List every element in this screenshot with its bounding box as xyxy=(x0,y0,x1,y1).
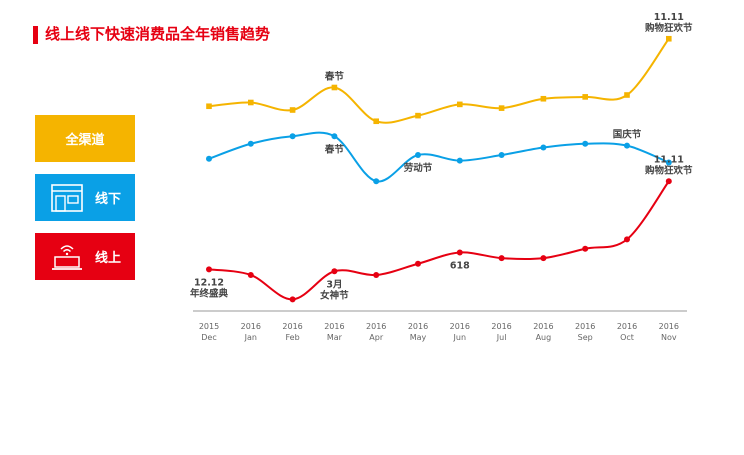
series-line-2 xyxy=(208,180,670,301)
series-0-point-4 xyxy=(373,118,379,125)
series-line-1 xyxy=(208,131,670,183)
annotation-5-line-0: 12.12 xyxy=(194,277,224,288)
x-tick-month-6: Jun xyxy=(453,333,467,342)
x-tick-month-10: Oct xyxy=(620,333,634,342)
series-1-point-10 xyxy=(624,142,630,149)
series-2-point-9 xyxy=(582,245,589,252)
series-2-point-6 xyxy=(456,249,463,256)
series-2-point-8 xyxy=(540,255,547,262)
legend-all-channels: 全渠道 xyxy=(35,115,135,162)
series-1-point-7 xyxy=(498,152,505,158)
series-0-point-0 xyxy=(206,103,212,110)
series-2-point-3 xyxy=(331,268,338,275)
annotation-6-line-0: 3月 xyxy=(326,279,342,290)
x-tick-year-9: 2016 xyxy=(575,322,595,331)
series-2-point-5 xyxy=(415,260,421,267)
series-2-point-10 xyxy=(624,236,630,243)
series-1-point-11 xyxy=(665,159,672,166)
legend-offline-label: 线下 xyxy=(95,192,122,207)
legend-online: 线上 xyxy=(35,233,135,280)
x-tick-year-3: 2016 xyxy=(324,322,344,331)
annotation-0-line-0: 春节 xyxy=(324,71,345,83)
series-0-point-7 xyxy=(498,105,505,111)
series-0-point-11 xyxy=(666,35,672,42)
legend-offline: 线下 xyxy=(35,174,135,221)
x-tick-year-4: 2016 xyxy=(366,322,386,331)
storefront-icon xyxy=(47,181,87,215)
x-tick-year-11: 2016 xyxy=(659,322,679,331)
series-2-point-4 xyxy=(373,272,380,278)
series-0-point-3 xyxy=(331,84,338,91)
annotation-1-line-1: 购物狂欢节 xyxy=(645,22,693,34)
x-tick-year-7: 2016 xyxy=(491,322,511,331)
x-tick-year-10: 2016 xyxy=(617,322,637,331)
x-tick-year-1: 2016 xyxy=(241,322,261,331)
annotation-8-line-1: 购物狂欢节 xyxy=(645,164,693,176)
x-tick-month-9: Sep xyxy=(578,333,593,342)
series-0-point-6 xyxy=(457,101,463,108)
x-tick-month-0: Dec xyxy=(201,333,216,342)
series-0-point-9 xyxy=(582,94,588,100)
x-tick-month-7: Jul xyxy=(496,333,507,342)
page-title: 线上线下快速消费品全年销售趋势 xyxy=(45,25,271,43)
x-tick-month-2: Feb xyxy=(286,333,300,342)
x-tick-month-3: Mar xyxy=(327,333,343,342)
series-1-point-9 xyxy=(582,140,589,147)
series-1-point-1 xyxy=(247,140,254,147)
annotation-8-line-0: 11.11 xyxy=(654,154,684,165)
annotation-4-line-0: 国庆节 xyxy=(613,129,642,141)
series-2-point-7 xyxy=(498,255,505,262)
series-1-point-2 xyxy=(289,133,296,140)
x-tick-month-4: Apr xyxy=(369,333,384,342)
x-tick-year-0: 2015 xyxy=(199,322,219,331)
series-2-point-11 xyxy=(665,178,672,185)
legend-all-label: 全渠道 xyxy=(65,133,105,148)
annotation-7-line-0: 618 xyxy=(450,261,470,272)
legend-online-label: 线上 xyxy=(95,251,122,266)
series-1-point-5 xyxy=(415,152,421,158)
x-tick-month-5: May xyxy=(410,333,427,342)
annotation-2-line-0: 春节 xyxy=(324,143,345,155)
annotation-3-line-0: 劳动节 xyxy=(404,162,433,174)
x-tick-month-1: Jan xyxy=(244,333,257,342)
series-0-point-5 xyxy=(415,112,421,119)
title-accent-bar xyxy=(33,26,38,44)
annotation-1-line-0: 11.11 xyxy=(654,12,684,23)
x-tick-year-6: 2016 xyxy=(450,322,470,331)
series-0-point-10 xyxy=(624,92,630,98)
x-tick-year-2: 2016 xyxy=(282,322,302,331)
series-2-point-2 xyxy=(289,296,296,303)
series-1-point-6 xyxy=(456,157,463,164)
series-2-point-1 xyxy=(247,272,254,278)
series-2-point-0 xyxy=(206,266,212,273)
series-line-0 xyxy=(208,38,670,124)
annotation-5-line-1: 年终盛典 xyxy=(190,287,229,299)
x-tick-year-5: 2016 xyxy=(408,322,428,331)
series-1-point-3 xyxy=(331,133,338,140)
series-1-point-0 xyxy=(206,155,212,162)
series-0-point-2 xyxy=(289,107,296,113)
series-0-point-8 xyxy=(540,95,547,102)
series-1-point-8 xyxy=(540,144,547,151)
series-1-point-4 xyxy=(373,178,380,185)
x-tick-month-11: Nov xyxy=(661,333,677,342)
x-tick-month-8: Aug xyxy=(536,333,552,342)
annotation-6-line-1: 女神节 xyxy=(320,289,349,301)
series-0-point-1 xyxy=(248,99,254,106)
x-tick-year-8: 2016 xyxy=(533,322,553,331)
laptop-wifi-icon xyxy=(47,240,87,274)
